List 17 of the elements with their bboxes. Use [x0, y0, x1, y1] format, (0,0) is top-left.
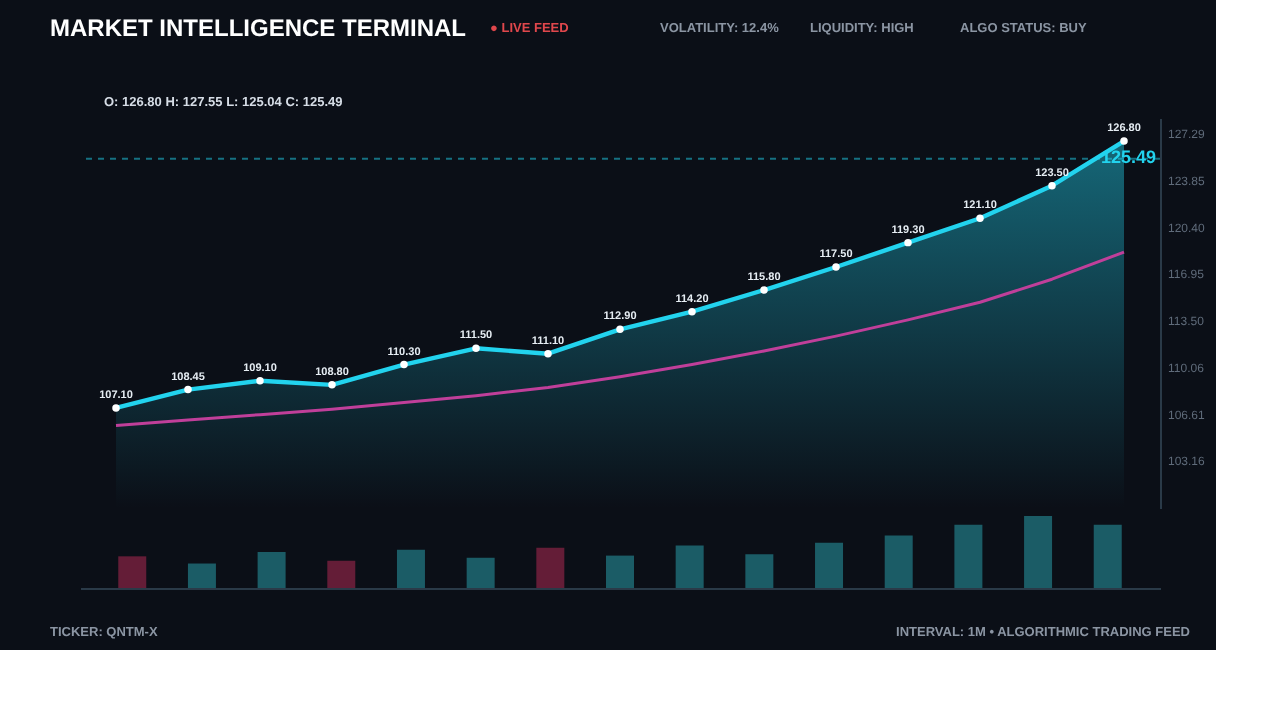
bar	[257, 552, 286, 588]
bar	[884, 535, 913, 588]
bar	[675, 545, 704, 588]
bar	[396, 549, 425, 588]
bar	[1024, 516, 1053, 588]
bar	[327, 560, 356, 588]
bar	[954, 524, 983, 588]
bar	[118, 556, 147, 588]
bar	[187, 563, 216, 588]
ref-line-label: 125.49	[1100, 146, 1156, 167]
bar	[606, 555, 634, 588]
bar	[1093, 524, 1122, 588]
bar	[815, 542, 844, 588]
chart-title: MARKET INTELLIGENCE TERMINAL	[50, 14, 466, 42]
bar	[466, 557, 495, 588]
bar	[745, 554, 774, 588]
bar	[536, 547, 565, 588]
